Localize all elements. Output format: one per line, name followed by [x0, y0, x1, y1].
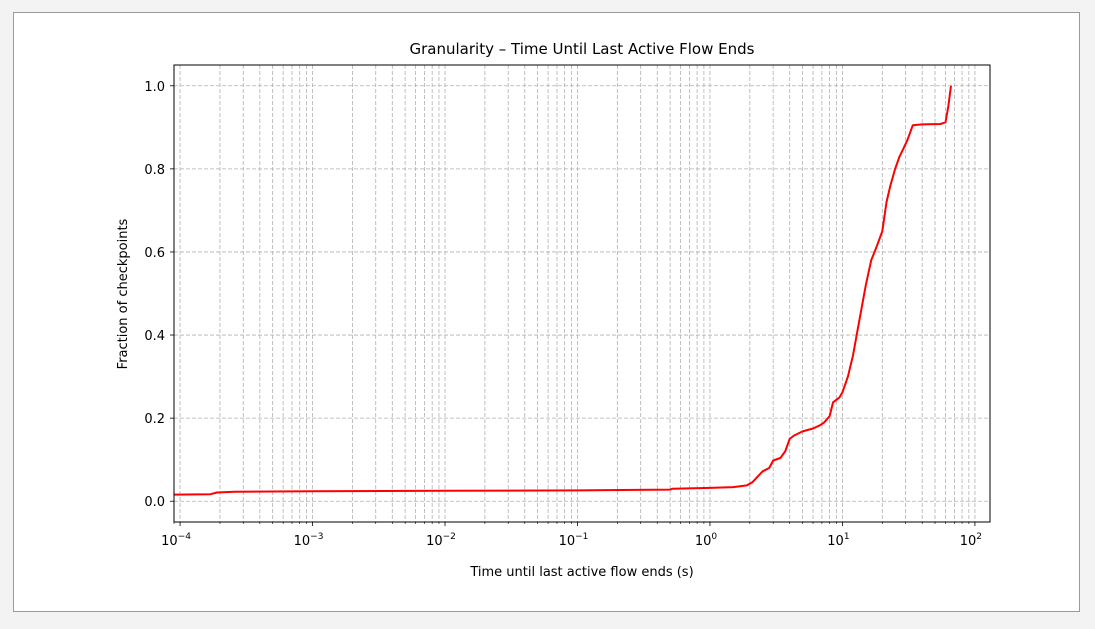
grid-lines — [173, 65, 990, 522]
plot-area — [173, 64, 991, 523]
y-tick-label: 0.6 — [144, 246, 165, 261]
x-tick-label: 101 — [827, 532, 849, 549]
y-tick-label: 0.0 — [144, 495, 165, 510]
x-axis-label: Time until last active flow ends (s) — [469, 565, 693, 580]
y-axis-label: Fraction of checkpoints — [116, 218, 131, 369]
axis-ticks: 10−4 10−3 10−2 10−1 100 101 102 0.0 0.2 0.4 0.6 0.8… — [144, 80, 982, 549]
x-tick-label: 10−3 — [294, 532, 324, 549]
x-tick-label: 10−2 — [426, 532, 456, 549]
figure-frame — [13, 12, 1080, 612]
chart-title: Granularity – Time Until Last Active Flo… — [410, 40, 755, 58]
series-layer — [173, 85, 952, 496]
x-tick-label: 10−4 — [161, 532, 191, 549]
y-tick-label: 0.2 — [144, 412, 165, 427]
y-tick-label: 0.8 — [144, 163, 165, 178]
x-tick-label: 10−1 — [559, 532, 589, 549]
x-tick-label: 102 — [960, 532, 982, 549]
y-tick-label: 0.4 — [144, 329, 165, 344]
series-line — [173, 85, 952, 496]
y-tick-label: 1.0 — [144, 80, 165, 95]
x-tick-label: 100 — [695, 532, 718, 549]
